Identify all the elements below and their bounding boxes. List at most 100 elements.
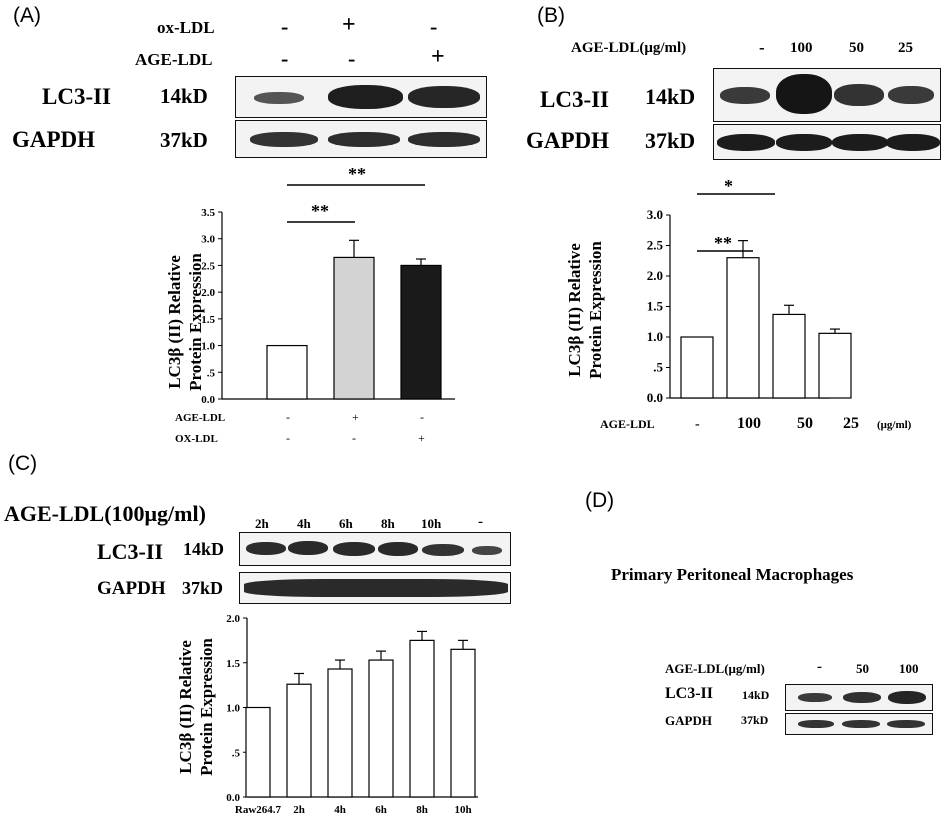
b-ytick-label: 3.0 — [647, 207, 663, 222]
d-lc3-band-3 — [888, 691, 926, 704]
c-lc3-band-6 — [472, 546, 502, 555]
b-xrow-val3: 50 — [797, 415, 813, 432]
d-treatment-val3: 100 — [899, 661, 919, 676]
a-ytick-label: 3.0 — [201, 234, 215, 246]
c-bar — [409, 639, 435, 798]
a-ytick-label: 2.5 — [201, 260, 215, 272]
a-xrow2-label: OX-LDL — [175, 433, 218, 445]
c-lc3-band-5 — [422, 544, 464, 556]
a-ytick-label: 1.5 — [201, 314, 215, 326]
c-time-2: 4h — [297, 516, 311, 531]
b-xrow-unit: (μg/ml) — [877, 419, 912, 431]
d-treatment-label: AGE-LDL(μg/ml) — [665, 661, 765, 676]
c-blot1-size: 14kD — [183, 539, 225, 559]
a-bar — [400, 264, 442, 400]
a-ytick-label: 2.0 — [201, 287, 215, 299]
b-gapdh-band-1 — [717, 134, 775, 151]
b-xrow-val4: 25 — [843, 415, 859, 432]
a-bar — [266, 344, 308, 400]
a-treatment-oxldl-label: ox-LDL — [157, 18, 215, 37]
d-lc3-band-1 — [798, 693, 832, 702]
a-ytick-label: 3.5 — [201, 207, 215, 219]
c-ytick-label: .5 — [232, 747, 241, 759]
d-gapdh-band-1 — [798, 720, 834, 728]
b-ytick-label: 2.5 — [647, 238, 664, 253]
b-lc3-band-4 — [888, 86, 934, 104]
c-blot1-protein: LC3-II — [97, 539, 164, 564]
a-lc3-band-3 — [408, 86, 480, 108]
a-xrow1-sign3: - — [420, 410, 424, 424]
panel-c-label: (C) — [8, 452, 38, 475]
b-blot2-protein: GAPDH — [526, 128, 610, 153]
b-ylabel-2: Protein Expression — [586, 241, 605, 379]
d-gapdh-blot — [785, 713, 933, 735]
a-blot1-protein: LC3-II — [42, 84, 112, 109]
chart-a: 0.0 .5 1.0 1.5 2.0 2.5 3.0 3.5 — [201, 207, 455, 406]
c-blot2-size: 37kD — [182, 578, 224, 598]
a-sig-inner: ** — [311, 201, 329, 221]
b-ytick-label: 0.0 — [647, 390, 663, 405]
d-blot1-protein: LC3-II — [665, 685, 714, 702]
d-treatment-val1: - — [817, 659, 822, 675]
c-blot2-protein: GAPDH — [97, 578, 166, 599]
a-ylabel-2: Protein Expression — [186, 253, 205, 391]
c-ytick-label: 0.0 — [226, 792, 240, 804]
a-oxldl-sign-1: - — [281, 14, 289, 39]
b-gapdh-blot — [713, 124, 941, 160]
c-ylabel-1: LC3β (II) Relative — [176, 640, 195, 774]
panel-d-label: (D) — [585, 489, 615, 512]
d-gapdh-band-2 — [842, 720, 880, 728]
b-blot2-size: 37kD — [645, 128, 696, 153]
a-xrow2-sign2: - — [352, 431, 356, 445]
chart-c: 0.0 .5 1.0 1.5 2.0 Raw264.7 2h 4h 6h 8h 10h — [226, 613, 478, 816]
a-oxldl-sign-3: - — [430, 14, 438, 39]
b-gapdh-band-3 — [832, 134, 888, 151]
b-bar — [726, 257, 760, 399]
a-sig-outer: ** — [348, 164, 366, 184]
a-ytick-label: .5 — [207, 367, 216, 379]
c-bar — [450, 648, 476, 798]
b-blot1-protein: LC3-II — [540, 87, 610, 112]
c-bar — [368, 659, 394, 798]
a-xrow2-sign1: - — [286, 431, 290, 445]
c-ytick-label: 1.5 — [226, 658, 240, 670]
a-lc3-band-2 — [328, 85, 403, 109]
c-bar — [286, 683, 312, 798]
a-lc3-blot — [235, 76, 487, 118]
b-ytick-label: 1.0 — [647, 329, 663, 344]
b-treatment-val3: 50 — [849, 40, 864, 56]
panel-a-label: (A) — [13, 4, 41, 27]
b-ytick-label: 1.5 — [647, 299, 664, 314]
a-gapdh-band-1 — [250, 132, 318, 147]
a-xrow1-sign1: - — [286, 410, 290, 424]
a-ytick-label: 1.0 — [201, 341, 215, 353]
b-treatment-val1: - — [759, 38, 765, 57]
a-xrow1-label: AGE-LDL — [175, 412, 225, 424]
a-lc3-band-1 — [254, 92, 304, 104]
c-ytick-label: 2.0 — [226, 613, 240, 625]
c-time-4: 8h — [381, 516, 395, 531]
c-category-label: 2h — [293, 804, 305, 816]
c-bar — [327, 668, 353, 798]
c-category-label: 4h — [334, 804, 346, 816]
b-lc3-band-3 — [834, 84, 884, 106]
b-treatment-val2: 100 — [790, 40, 813, 56]
b-bar — [818, 332, 852, 399]
a-ylabel-1: LC3β (II) Relative — [165, 255, 184, 389]
d-blot2-size: 37kD — [741, 713, 769, 727]
d-title: Primary Peritoneal Macrophages — [611, 565, 854, 584]
d-lc3-band-2 — [843, 692, 881, 703]
c-gapdh-band — [244, 579, 508, 597]
b-bar — [680, 336, 714, 399]
a-ytick-label: 0.0 — [201, 394, 215, 406]
c-category-label: 6h — [375, 804, 387, 816]
a-blot1-size: 14kD — [160, 84, 208, 108]
b-lc3-band-2 — [776, 74, 832, 114]
a-blot2-size: 37kD — [160, 128, 208, 152]
b-bar — [772, 313, 806, 399]
c-time-6: - — [478, 514, 483, 530]
b-treatment-val4: 25 — [898, 40, 913, 56]
a-gapdh-band-3 — [408, 132, 480, 147]
c-ylabel-2: Protein Expression — [197, 638, 216, 776]
